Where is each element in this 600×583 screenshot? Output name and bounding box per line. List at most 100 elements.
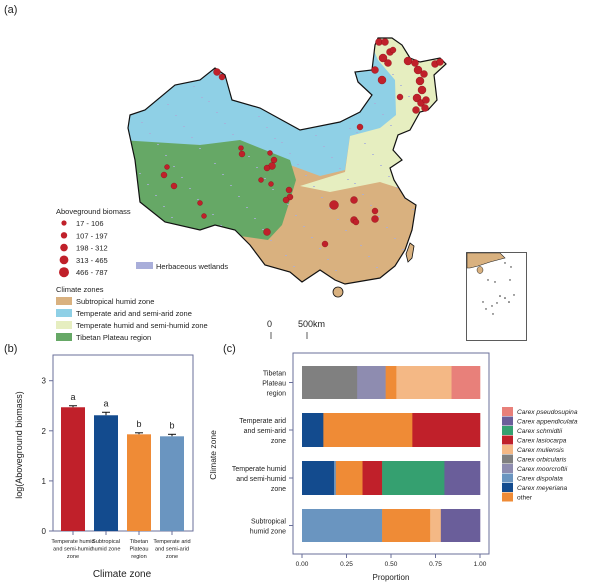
sample-site-marker xyxy=(201,213,207,219)
wetland-patch xyxy=(155,195,157,196)
sample-site-marker xyxy=(352,218,360,226)
x-tick-label-b: humid zone xyxy=(92,547,121,553)
wetland-patch xyxy=(238,196,240,197)
sample-site-marker xyxy=(436,58,444,66)
wetland-patch xyxy=(372,154,374,155)
wetland-patch xyxy=(143,71,145,72)
wetland-patch xyxy=(208,101,210,102)
legend-swatch-c xyxy=(502,492,513,502)
wetland-patch xyxy=(248,156,250,157)
wetland-patch xyxy=(161,257,163,258)
stacked-segment xyxy=(382,461,445,495)
y-tick-label-c: and semi-humid xyxy=(236,476,286,483)
wetland-patch xyxy=(408,96,410,97)
scale-label-500km: 500km xyxy=(298,319,325,329)
legend-label-c: Carex appendiculata xyxy=(517,419,578,426)
x-axis-label-b: Climate zone xyxy=(93,569,152,580)
x-tick-label-c: 0.00 xyxy=(296,561,309,568)
wetland-patch xyxy=(289,153,291,154)
wetland-patch xyxy=(272,189,274,190)
x-tick-label-c: 0.25 xyxy=(340,561,353,568)
biomass-class-marker xyxy=(60,232,68,239)
wetland-patch xyxy=(311,237,313,238)
stacked-segment xyxy=(412,413,481,447)
wetland-patch xyxy=(163,206,165,207)
wetland-patch xyxy=(339,168,341,169)
wetland-patch xyxy=(256,167,258,168)
x-axis-label-c: Proportion xyxy=(373,573,410,582)
stacked-segment xyxy=(382,509,431,542)
wetland-patch xyxy=(185,75,187,76)
sample-site-marker xyxy=(384,59,392,67)
y-tick-label-c: region xyxy=(267,391,287,398)
wetland-patch xyxy=(244,258,246,259)
bar-b xyxy=(127,434,151,531)
wetland-patch xyxy=(228,236,230,237)
sample-site-marker xyxy=(350,196,358,204)
legend-swatch-c xyxy=(502,416,513,426)
y-tick-label-c: zone xyxy=(271,438,286,445)
wetland-patch xyxy=(329,208,331,209)
wetland-patch xyxy=(301,62,303,63)
climate-zone-label: Tibetan Plateau region xyxy=(76,333,151,342)
wetland-patch xyxy=(147,184,149,185)
climate-zone-label: Temperate arid and semi-arid zone xyxy=(76,309,192,318)
wetland-patch xyxy=(327,259,329,260)
wetland-patch xyxy=(392,74,394,75)
wetland-patch xyxy=(422,169,424,170)
legend-label-c: Carex dispolata xyxy=(517,476,563,483)
legend-swatch-c xyxy=(502,407,513,416)
sample-site-marker xyxy=(377,75,387,85)
significance-letter: a xyxy=(70,392,75,402)
wetland-patch xyxy=(370,205,372,206)
x-tick-label-b: zone xyxy=(67,554,79,560)
wetland-patch xyxy=(274,138,276,139)
sample-site-marker xyxy=(285,186,293,194)
x-tick-label-c: 0.75 xyxy=(429,561,442,568)
stacked-segment xyxy=(385,366,397,399)
x-tick-label-b: Temperate humid xyxy=(51,539,94,545)
bar-b xyxy=(160,436,184,531)
legend-label-c: Carex pseudosupina xyxy=(517,409,578,416)
wetland-patch xyxy=(287,204,289,205)
wetland-patch xyxy=(341,117,343,118)
wetland-patch xyxy=(345,230,347,231)
legend-label-c: Carex meyeriana xyxy=(517,485,568,492)
sample-site-marker xyxy=(321,240,329,248)
wetland-patch xyxy=(222,174,224,175)
wetland-patch xyxy=(252,269,254,270)
zone-tibetan-plateau xyxy=(128,140,296,240)
scale-bar: 0 500km xyxy=(267,319,325,339)
wetland-patch xyxy=(264,178,266,179)
wetland-patch xyxy=(270,240,272,241)
sample-site-marker xyxy=(356,123,364,131)
wetland-patch xyxy=(386,227,388,228)
wetland-patch xyxy=(390,125,392,126)
legend-label-c: Carex moorcroftii xyxy=(517,466,568,473)
wetland-patch xyxy=(266,127,268,128)
y-tick-label-c: Subtropical xyxy=(251,519,286,526)
scale-label-0: 0 xyxy=(267,319,272,329)
sample-site-marker xyxy=(420,70,428,78)
map-legend: Aboveground biomass Climate zones Herbac… xyxy=(56,207,228,342)
stacked-segment xyxy=(302,461,335,495)
wetland-patch xyxy=(151,82,153,83)
climate-zone-swatch xyxy=(56,333,72,341)
biomass-class-marker xyxy=(61,220,67,226)
wetland-patch xyxy=(349,128,351,129)
stacked-segment xyxy=(362,461,383,495)
wetland-patch xyxy=(137,224,139,225)
wetland-patch xyxy=(337,219,339,220)
wetland-patch xyxy=(418,271,420,272)
biomass-class-marker xyxy=(59,255,69,265)
wetland-patch xyxy=(398,136,400,137)
wetland-patch xyxy=(199,148,201,149)
wetland-patch xyxy=(354,183,356,184)
wetland-patch xyxy=(364,143,366,144)
sample-site-marker xyxy=(412,106,420,114)
wetland-patch xyxy=(307,124,309,125)
y-tick-label-c: and semi-arid xyxy=(244,428,287,435)
y-axis-label-c: Climate zone xyxy=(208,430,218,480)
sample-site-marker xyxy=(396,93,404,101)
stacked-segment xyxy=(396,366,452,399)
